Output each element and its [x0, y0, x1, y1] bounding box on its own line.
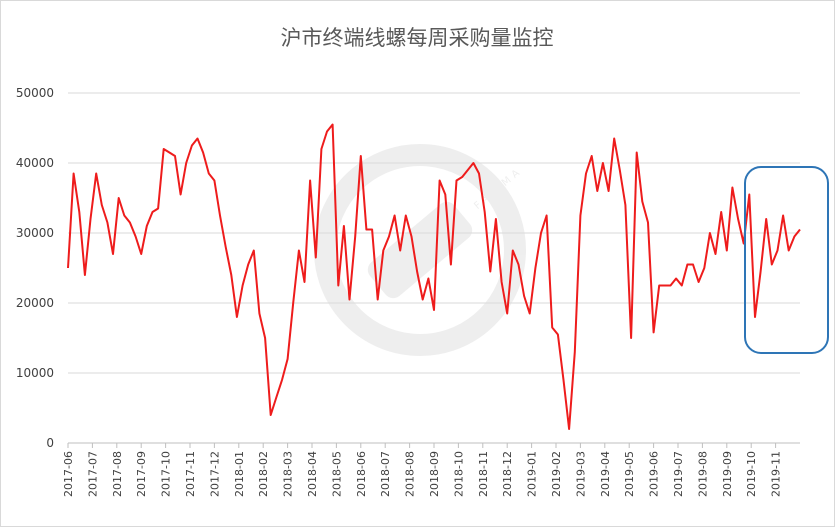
highlight-box — [744, 166, 829, 354]
x-tick-label: 2019-07 — [672, 451, 685, 497]
x-tick-label: 2017-10 — [160, 451, 173, 497]
x-tick-label: 2019-05 — [623, 451, 636, 497]
series-line — [67, 123, 801, 430]
annotations — [744, 166, 829, 354]
watermark-bar — [367, 201, 473, 299]
x-tick-label: 2018-04 — [306, 451, 319, 497]
y-axis-ticks: 50000 40000 30000 20000 10000 0 — [16, 86, 54, 450]
x-tick-label: 2018-08 — [404, 451, 417, 497]
x-tick-label: 2019-02 — [550, 451, 563, 497]
y-tick-label: 50000 — [16, 86, 54, 100]
y-tick-label: 20000 — [16, 296, 54, 310]
y-tick-label: 0 — [46, 436, 54, 450]
x-tick-label: 2019-03 — [574, 451, 587, 497]
series-lines — [67, 123, 801, 430]
x-tick-label: 2018-11 — [477, 451, 490, 497]
x-tick-label: 2017-07 — [86, 451, 99, 497]
x-tick-label: 2019-01 — [526, 451, 539, 497]
x-tick-label: 2019-04 — [599, 451, 612, 497]
y-tick-label: 10000 — [16, 366, 54, 380]
x-tick-label: 2018-01 — [233, 451, 246, 497]
y-tick-label: 30000 — [16, 226, 54, 240]
chart-title: 沪市终端线螺每周采购量监控 — [281, 26, 554, 50]
x-tick-label: 2017-12 — [208, 451, 221, 497]
x-tick-label: 2019-11 — [770, 451, 783, 497]
x-tick-label: 2017-08 — [111, 451, 124, 497]
x-tick-label: 2018-06 — [355, 451, 368, 497]
y-tick-label: 40000 — [16, 156, 54, 170]
x-tick-label: 2017-09 — [135, 451, 148, 497]
x-tick-label: 2018-03 — [282, 451, 295, 497]
x-tick-label: 2018-09 — [428, 451, 441, 497]
x-tick-label: 2018-07 — [379, 451, 392, 497]
x-tick-label: 2018-12 — [501, 451, 514, 497]
x-tick-label: 2019-09 — [721, 451, 734, 497]
x-tick-label: 2019-10 — [745, 451, 758, 497]
x-tick-label: 2017-11 — [184, 451, 197, 497]
x-tick-label: 2018-05 — [330, 451, 343, 497]
x-axis-ticks: 2017-06 2017-07 2017-08 2017-09 2017-10 2017-… — [62, 443, 783, 497]
x-tick-label: 2018-02 — [257, 451, 270, 497]
x-tick-label: 2018-10 — [452, 451, 465, 497]
x-tick-label: 2019-06 — [648, 451, 661, 497]
x-tick-label: 2017-06 — [62, 451, 75, 497]
x-tick-label: 2019-08 — [696, 451, 709, 497]
